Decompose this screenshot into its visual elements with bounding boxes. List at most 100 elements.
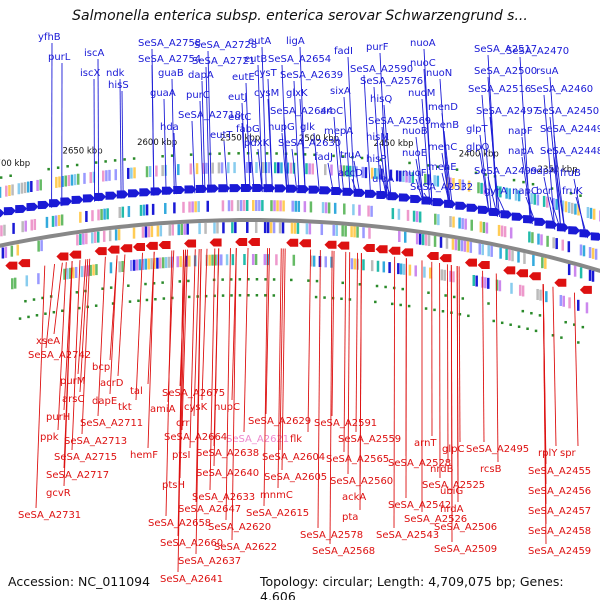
outer-cog-band: [23, 182, 27, 194]
outer-cog-band: [267, 162, 271, 174]
inner-cog-band: [521, 285, 525, 297]
gene-label: SeSA_A2526: [404, 514, 467, 525]
forward-gene-arrow: [240, 184, 253, 193]
inner-cog-band: [102, 230, 106, 242]
outer-cog-band: [352, 204, 355, 216]
gene-label: SeSA_A2499: [474, 166, 537, 177]
gene-leader-line: [261, 46, 267, 193]
inner-dot-row: [315, 279, 319, 283]
inner-cog-band: [428, 267, 432, 279]
gene-leader-line: [179, 249, 186, 479]
outer-cog-band: [395, 170, 399, 182]
gene-leader-line: [553, 134, 566, 233]
outer-cog-band: [345, 165, 349, 177]
gene-label: SeSA_A2578: [300, 530, 363, 541]
outer-cog-band: [402, 171, 405, 183]
gene-label: SeSA_A2528: [388, 458, 451, 469]
gene-leader-line: [299, 46, 306, 194]
inner-cog-band: [141, 258, 145, 270]
gene-label: purM: [60, 376, 85, 387]
inner-cog-band: [433, 235, 437, 247]
gene-label: mnmC: [260, 490, 293, 501]
outer-cog-band: [252, 200, 255, 212]
outer-cog-band: [397, 208, 401, 220]
inner-cog-band: [408, 264, 412, 276]
gene-label: SeSA_A2758: [138, 38, 201, 49]
inner-dot-row: [487, 302, 490, 305]
reverse-gene-arrow: [375, 245, 388, 254]
forward-gene-arrow: [297, 185, 310, 194]
outer-cog-band: [461, 218, 464, 230]
inner-cog-band: [25, 275, 29, 287]
gene-leader-line: [331, 250, 335, 417]
gene-leader-line: [359, 253, 362, 511]
inner-cog-band: [541, 257, 544, 269]
outer-cog-band: [500, 225, 504, 237]
forward-gene-arrow: [545, 220, 558, 229]
gene-leader-line: [355, 252, 358, 433]
inner-dot-row: [433, 308, 436, 312]
gene-leader-line: [189, 249, 196, 449]
inner-dot-row: [44, 312, 47, 315]
gene-label: nuoC: [410, 58, 436, 69]
inner-cog-band: [536, 288, 539, 300]
inner-dot-row: [573, 323, 576, 326]
gene-leader-line: [423, 192, 433, 206]
outer-cog-band: [552, 198, 555, 210]
inner-cog-band: [10, 245, 14, 257]
forward-gene-arrow: [432, 198, 445, 207]
gene-leader-line: [317, 250, 321, 529]
gene-leader-line: [135, 252, 143, 401]
outer-cog-band: [358, 204, 361, 216]
gene-label: fruB: [560, 168, 581, 179]
gene-label: SeSA_A2568: [312, 546, 375, 557]
inner-cog-band: [579, 267, 583, 279]
outer-dot-row: [246, 152, 250, 155]
gene-label: hda: [160, 122, 179, 133]
inner-cog-band: [414, 265, 417, 277]
gene-label: dapA: [188, 70, 214, 81]
gene-label: SeSA_A2565: [326, 454, 389, 465]
gene-leader-line: [265, 248, 270, 415]
outer-cog-band: [470, 219, 473, 231]
outer-cog-band: [279, 200, 282, 212]
outer-dot-row: [275, 152, 278, 155]
gene-label: purH: [46, 412, 70, 423]
outer-cog-band: [245, 200, 249, 212]
reverse-gene-arrow: [120, 244, 133, 253]
outer-cog-band: [221, 200, 225, 212]
outer-cog-band: [194, 201, 197, 213]
outer-cog-band: [499, 186, 502, 198]
gene-label: SeSA_A2457: [528, 506, 591, 517]
outer-cog-band: [239, 200, 243, 212]
gene-label: dapE: [92, 396, 117, 407]
outer-cog-band: [309, 201, 313, 213]
outer-cog-band: [92, 171, 96, 183]
topology-text: Topology: circular; Length: 4,709,075 bp…: [260, 574, 564, 600]
outer-cog-band: [270, 200, 273, 212]
forward-gene-arrow: [263, 184, 276, 193]
outer-cog-band: [205, 162, 208, 174]
outer-cog-band: [51, 215, 55, 227]
inner-cog-band: [466, 241, 470, 253]
outer-dot-row: [341, 155, 345, 158]
gene-label: SeSA_A2542: [388, 500, 451, 511]
gene-label: hisP: [366, 154, 386, 165]
inner-cog-band: [144, 226, 148, 238]
gene-label: SeSA_A2460: [530, 84, 593, 95]
inner-cog-band: [275, 254, 278, 266]
inner-cog-band: [135, 259, 139, 271]
inner-cog-band: [37, 240, 40, 252]
outer-cog-band: [406, 209, 410, 221]
gene-label: SeSA_A2605: [264, 472, 327, 483]
outer-cog-band: [189, 163, 193, 175]
gene-leader-line: [481, 94, 492, 216]
inner-dot-row: [290, 278, 293, 282]
inner-dot-row: [247, 294, 250, 297]
outer-cog-band: [70, 174, 74, 186]
outer-cog-band: [509, 227, 513, 239]
gene-leader-line: [205, 66, 210, 193]
inner-cog-band: [153, 257, 156, 269]
gene-leader-line: [552, 286, 557, 447]
inner-cog-band: [350, 226, 353, 238]
